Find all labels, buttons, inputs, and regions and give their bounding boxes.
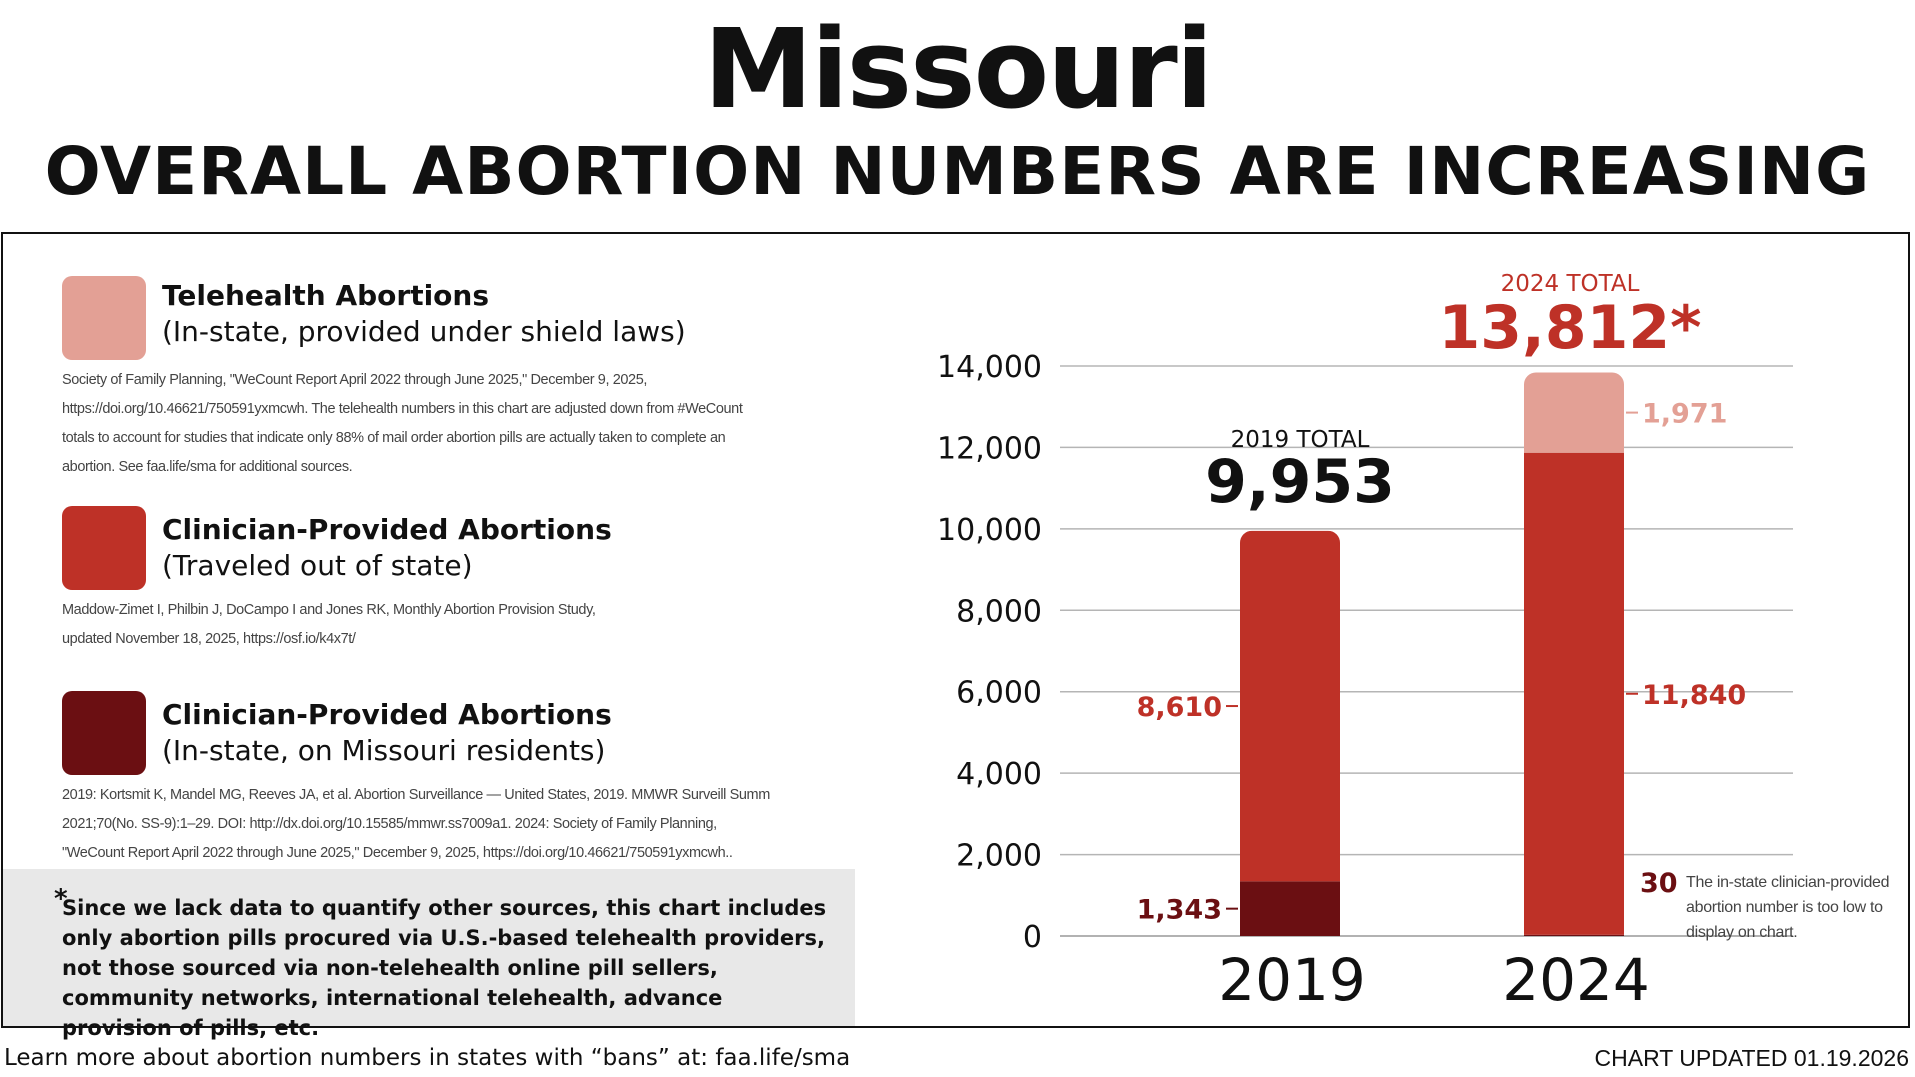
total-caption-2019: 2019 TOTAL xyxy=(1231,427,1370,453)
footer-learn-more: Learn more about abortion numbers in sta… xyxy=(4,1045,851,1071)
legend-desc-clinician-out-of-state: (Traveled out of state) xyxy=(162,549,473,582)
page-title: Missouri xyxy=(703,5,1214,133)
footnote-box xyxy=(3,869,855,1026)
legend-desc-clinician-in-state: (In-state, on Missouri residents) xyxy=(162,734,606,767)
bar-segment-2024-s1 xyxy=(1524,452,1624,935)
legend-title-clinician-in-state: Clinician-Provided Abortions xyxy=(162,698,612,731)
footnote-text: Since we lack data to quantify other sou… xyxy=(62,896,827,1040)
footer-updated-date: CHART UPDATED 01.19.2026 xyxy=(1594,1045,1909,1071)
legend-title-telehealth: Telehealth Abortions xyxy=(162,279,490,312)
legend-swatch-clinician-out-of-state xyxy=(62,506,146,590)
data-label-2024-in-state: 30 xyxy=(1640,868,1678,899)
y-tick-label: 14,000 xyxy=(937,350,1042,385)
bar-segment-2019-s1 xyxy=(1240,530,1340,882)
y-tick-label: 8,000 xyxy=(956,594,1042,629)
legend-swatch-clinician-in-state xyxy=(62,691,146,775)
legend-desc-telehealth: (In-state, provided under shield laws) xyxy=(162,315,686,348)
y-tick-label: 10,000 xyxy=(937,513,1042,548)
source-clinician-in-state: 2019: Kortsmit K, Mandel MG, Reeves JA, … xyxy=(62,787,770,861)
y-tick-label: 2,000 xyxy=(956,839,1042,874)
y-tick-label: 6,000 xyxy=(956,676,1042,711)
chart-annotation: The in-state clinician-provided abortion… xyxy=(1686,874,1890,941)
total-value-2019: 9,953 xyxy=(1205,447,1395,517)
footnote-star: * xyxy=(54,884,68,914)
source-telehealth: Society of Family Planning, "WeCount Rep… xyxy=(62,372,743,475)
chart-frame xyxy=(1,232,1910,1028)
total-caption-2024: 2024 TOTAL xyxy=(1501,271,1640,297)
x-tick-label: 2024 xyxy=(1502,946,1650,1014)
legend-title-clinician-out-of-state: Clinician-Provided Abortions xyxy=(162,513,612,546)
y-tick-label: 12,000 xyxy=(937,431,1042,466)
data-label-2019-out-of-state: 8,610 xyxy=(1137,692,1222,723)
y-tick-label: 4,000 xyxy=(956,757,1042,792)
y-tick-label: 0 xyxy=(1023,920,1042,955)
bar-segment-2019-s0 xyxy=(1240,881,1340,936)
source-clinician-out-of-state: Maddow-Zimet I, Philbin J, DoCampo I and… xyxy=(62,602,596,647)
data-label-2024-out-of-state: 11,840 xyxy=(1642,680,1746,711)
bar-segment-2024-s0 xyxy=(1524,934,1624,936)
data-label-2024-telehealth: 1,971 xyxy=(1642,399,1727,430)
data-label-2019-in-state: 1,343 xyxy=(1137,895,1222,926)
legend-swatch-telehealth xyxy=(62,276,146,360)
page-subtitle: OVERALL ABORTION NUMBERS ARE INCREASING xyxy=(44,133,1871,210)
x-tick-label: 2019 xyxy=(1218,946,1366,1014)
bar-segment-2024-s2 xyxy=(1524,372,1624,453)
total-value-2024: 13,812* xyxy=(1439,293,1702,363)
